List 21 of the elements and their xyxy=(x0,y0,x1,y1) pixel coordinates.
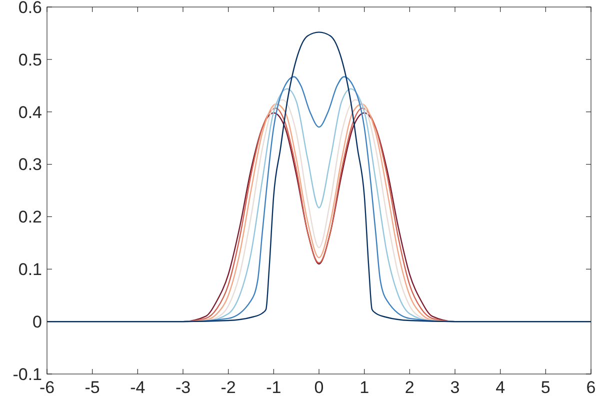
x-tick-label: 4 xyxy=(496,378,506,397)
y-tick-label: 0.5 xyxy=(18,50,42,70)
x-tick-label: 2 xyxy=(404,378,414,397)
x-tick-label: 3 xyxy=(450,378,460,397)
x-tick-label: 0 xyxy=(314,378,324,397)
y-tick-label: 0.1 xyxy=(18,260,42,280)
x-tick-label: 5 xyxy=(540,378,550,397)
x-tick-label: -3 xyxy=(175,378,191,397)
y-tick-label: 0.4 xyxy=(18,102,42,122)
x-tick-label: -5 xyxy=(84,378,100,397)
x-tick-label: 1 xyxy=(360,378,370,397)
x-tick-label: -4 xyxy=(130,378,146,397)
x-tick-label: 6 xyxy=(586,378,596,397)
x-tick-label: -2 xyxy=(220,378,236,397)
x-tick-label: -1 xyxy=(266,378,282,397)
y-tick-label: 0 xyxy=(32,312,42,332)
y-tick-label: -0.1 xyxy=(12,364,42,384)
y-tick-label: 0.2 xyxy=(18,208,42,227)
y-tick-label: 0.6 xyxy=(18,0,42,17)
y-tick-label: 0.3 xyxy=(18,155,42,174)
x-tick-label: -6 xyxy=(39,378,55,397)
